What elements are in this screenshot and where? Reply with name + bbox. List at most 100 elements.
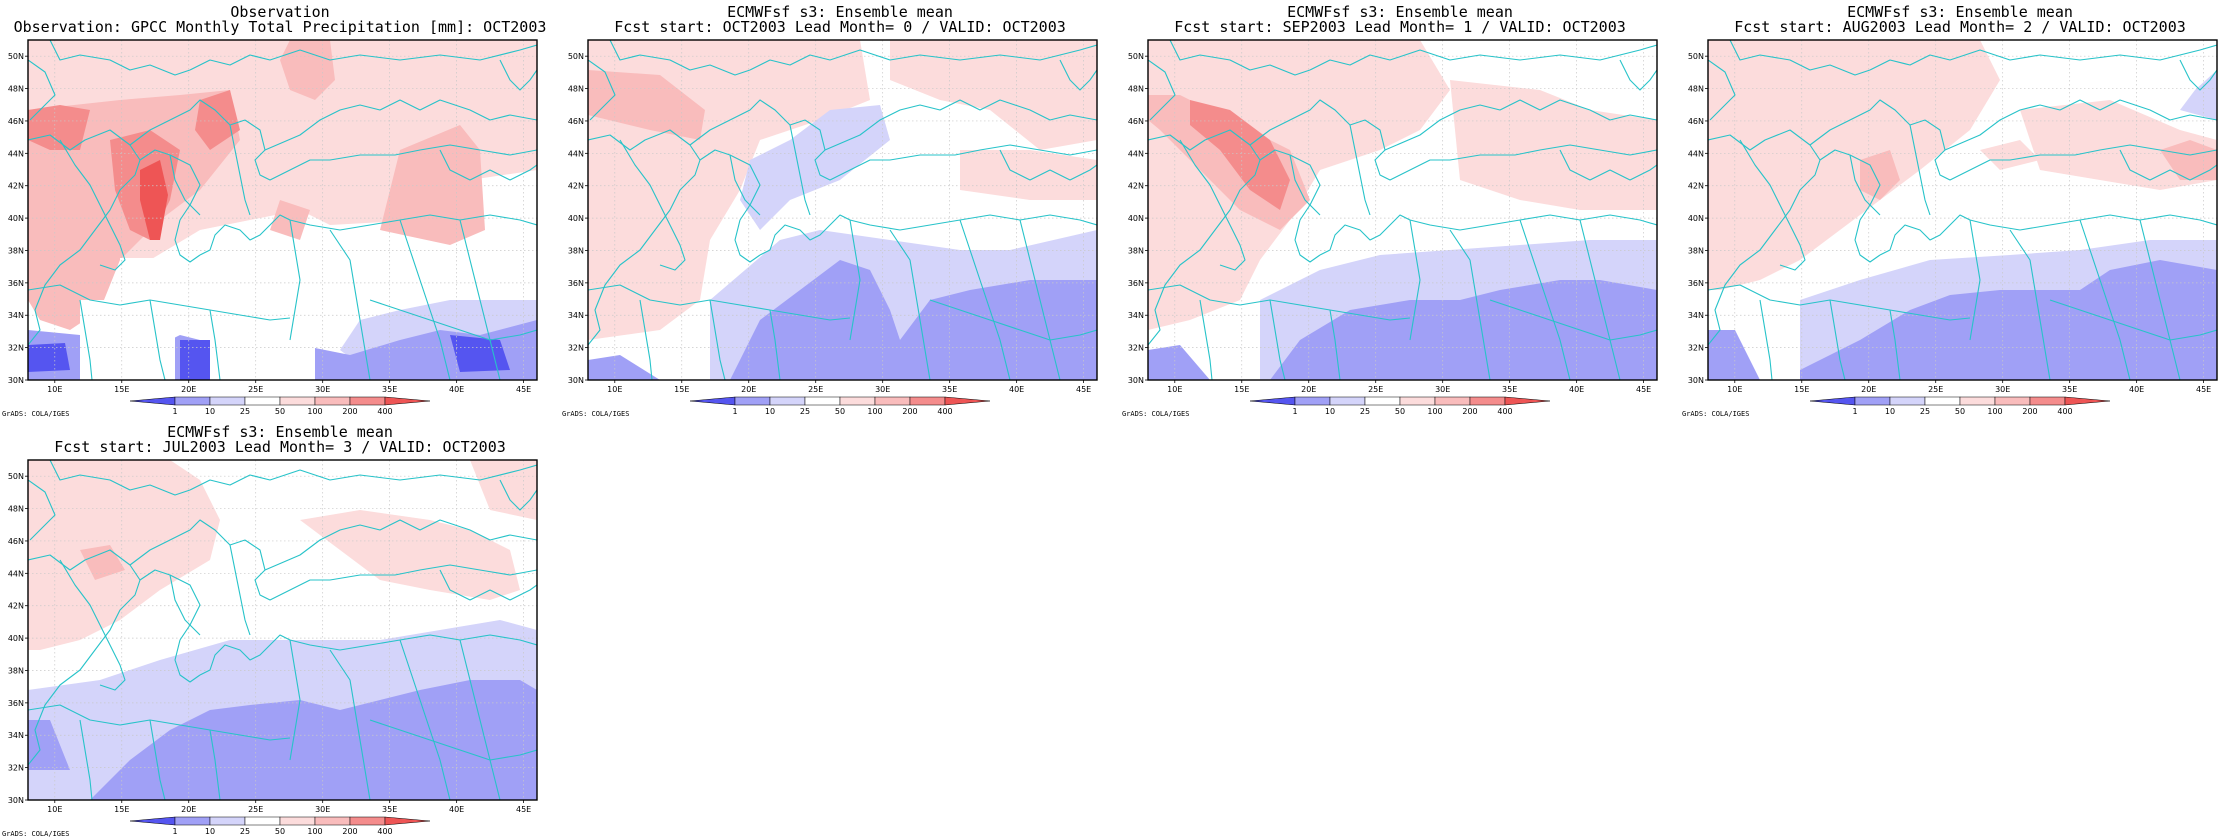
lat-tick-label: 46N — [8, 537, 24, 546]
coastline — [639, 299, 653, 380]
colorbar-segment — [1364, 396, 1401, 406]
colorbar-segment — [174, 816, 211, 826]
lat-tick-label: 44N — [568, 149, 584, 158]
gridlines — [28, 460, 537, 800]
lat-tick-label: 38N — [8, 666, 24, 675]
coastline — [1619, 59, 1657, 91]
precipitation-map: 10E 15E 20E 25E 30E 35E 40E 45E 30N 32N 34N 36N 38N 4… — [1128, 39, 1658, 416]
colorbar-segment — [1329, 396, 1366, 406]
coastline — [2009, 229, 2051, 380]
coastline — [28, 129, 141, 346]
lon-tick-label: 30E — [315, 805, 330, 814]
colorbar-segment — [769, 396, 806, 406]
colorbar-segment — [804, 396, 841, 406]
lat-tick-label: 40N — [1688, 214, 1704, 223]
lat-tick-label: 30N — [568, 376, 584, 385]
coastline — [1729, 40, 1871, 76]
coastline — [929, 299, 1097, 341]
shaded-region — [588, 70, 705, 140]
colorbar-segment — [279, 396, 316, 406]
map-panel-lead-3: ECMWFsf s3: Ensemble mean Fcst start: JU… — [0, 420, 560, 840]
lat-tick-label: 44N — [8, 149, 24, 158]
colorbar-segment — [314, 396, 351, 406]
colorbar-label: 10 — [205, 827, 215, 836]
shaded-region — [28, 460, 220, 650]
map-plot-area — [1708, 40, 2217, 380]
coastline — [28, 704, 291, 741]
map-plot-area — [28, 40, 537, 380]
coastline — [1199, 299, 1213, 380]
coastlines — [28, 40, 537, 380]
shaded-region — [300, 510, 520, 600]
colorbar-label: 400 — [937, 407, 952, 416]
colorbar-segment — [130, 397, 175, 405]
gridlines — [28, 40, 537, 380]
shaded-region — [2160, 140, 2217, 180]
coastline — [1179, 139, 1246, 271]
coastline — [79, 299, 93, 380]
lat-tick-label: 38N — [568, 246, 584, 255]
panel-subtitle: Fcst start: SEP2003 Lead Month= 1 / VALI… — [1174, 18, 1626, 36]
lon-tick-label: 15E — [114, 805, 129, 814]
coastline — [329, 229, 371, 380]
coastline — [1319, 214, 1411, 256]
panel-subtitle: Observation: GPCC Monthly Total Precipit… — [13, 18, 547, 36]
lon-tick-label: 15E — [114, 385, 129, 394]
shaded-region — [960, 150, 1097, 200]
precipitation-map: 10E 15E 20E 25E 30E 35E 40E 45E 30N 32N 34N 36N 38N 4… — [1688, 39, 2218, 416]
shaded-region — [1450, 80, 1657, 210]
coastline — [749, 44, 1097, 71]
coastline — [229, 544, 251, 636]
lon-tick-label: 35E — [942, 385, 957, 394]
lat-tick-label: 36N — [1688, 279, 1704, 288]
lon-tick-label: 45E — [1076, 385, 1091, 394]
coastline — [789, 124, 811, 216]
lon-tick-label: 20E — [181, 385, 196, 394]
coastline — [849, 214, 1097, 231]
colorbar-segment — [1434, 396, 1471, 406]
coastline — [1909, 124, 1931, 216]
colorbar-edge — [384, 816, 431, 826]
coastline — [588, 284, 851, 321]
lat-tick-label: 34N — [8, 311, 24, 320]
map-panel-lead-0: ECMWFsf s3: Ensemble mean Fcst start: OC… — [560, 0, 1120, 420]
shaded-region — [90, 680, 537, 800]
map-frame — [27, 459, 538, 801]
colorbar-label: 100 — [1987, 407, 2002, 416]
lat-tick-label: 48N — [1688, 85, 1704, 94]
coastline — [2179, 59, 2217, 91]
coastline — [1489, 299, 1657, 341]
lat-tick-label: 40N — [1128, 214, 1144, 223]
colorbar: 1 10 25 50 100 200 400 — [1809, 396, 2111, 416]
coastline — [499, 59, 537, 91]
lat-tick-label: 48N — [8, 85, 24, 94]
lat-tick-label: 44N — [1128, 149, 1144, 158]
coastline — [169, 154, 201, 216]
colorbar-edge — [944, 396, 991, 406]
lon-tick-label: 20E — [181, 805, 196, 814]
lon-tick-label: 25E — [1368, 385, 1383, 394]
shaded-region — [80, 258, 175, 380]
lat-tick-label: 36N — [568, 279, 584, 288]
coastline — [79, 719, 93, 800]
coastline — [729, 154, 761, 216]
coastline — [1519, 219, 1571, 380]
lat-tick-label: 42N — [1688, 182, 1704, 191]
coastline — [439, 569, 537, 601]
lat-tick-label: 46N — [1128, 117, 1144, 126]
coastline — [769, 309, 781, 380]
lat-tick-label: 32N — [568, 344, 584, 353]
lat-tick-label: 44N — [1688, 149, 1704, 158]
lat-tick-label: 50N — [1688, 52, 1704, 61]
coastline — [1559, 149, 1657, 181]
shaded-region — [180, 340, 215, 380]
colorbar-label: 1 — [1852, 407, 1857, 416]
precipitation-shading — [28, 40, 537, 380]
colorbar-label: 25 — [240, 827, 250, 836]
colorbar-label: 400 — [2057, 407, 2072, 416]
lon-tick-label: 45E — [516, 805, 531, 814]
coastline — [619, 139, 686, 271]
shaded-region — [380, 125, 485, 245]
colorbar-label: 400 — [1497, 407, 1512, 416]
colorbar-segment — [244, 816, 281, 826]
